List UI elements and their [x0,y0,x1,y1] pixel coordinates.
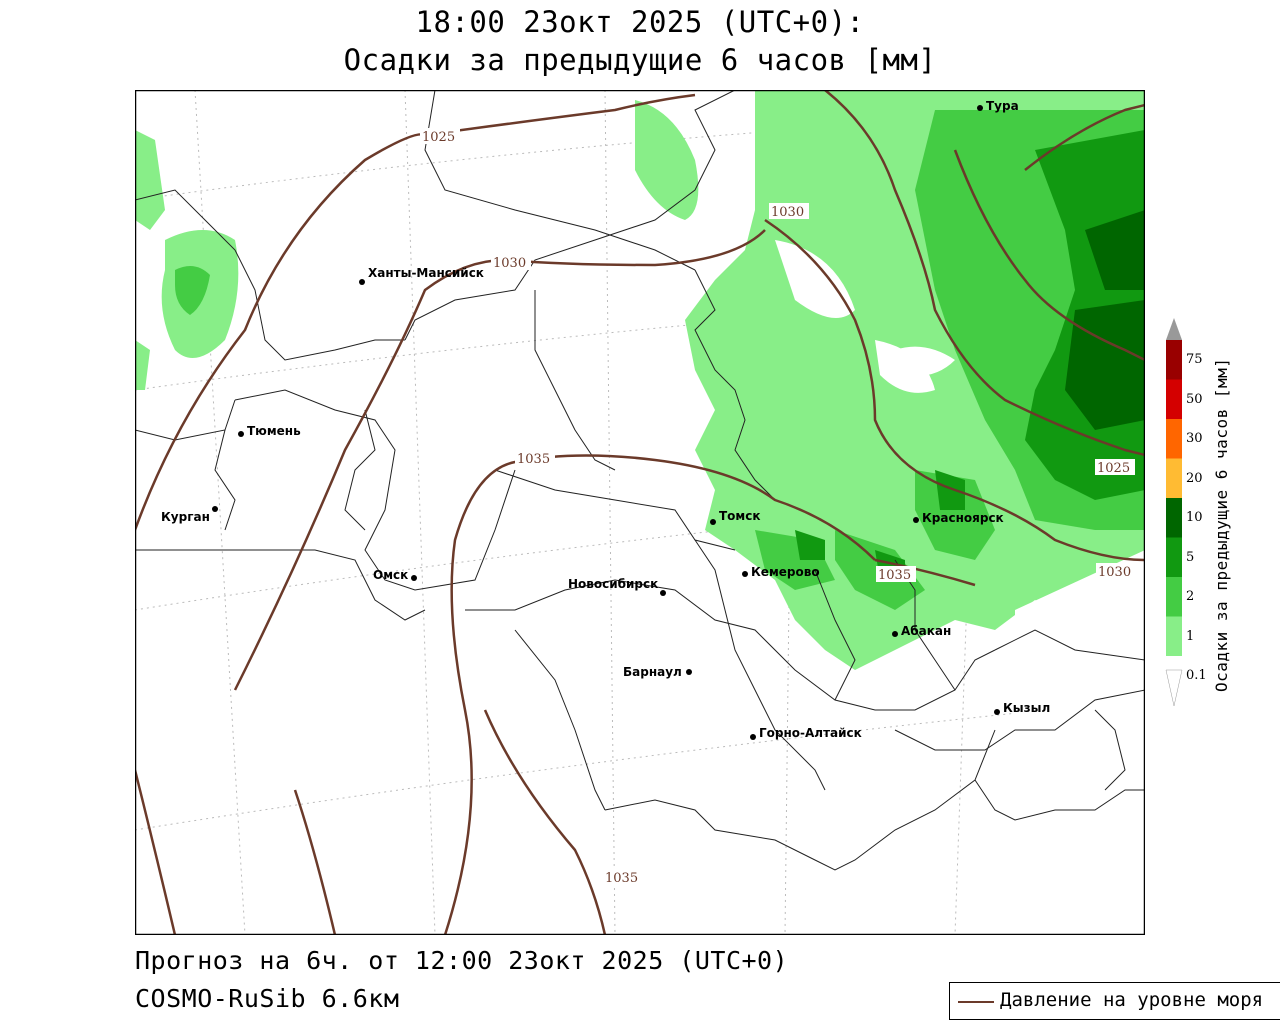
svg-text:Барнаул: Барнаул [623,665,682,679]
city-novosibirsk: Новосибирск [568,577,666,596]
map-title-line1: 18:00 23окт 2025 (UTC+0): [415,5,865,39]
scale-segment [1166,458,1182,498]
city-gorno-altaysk: Горно-Алтайск [750,726,862,740]
scale-bottom-arrow [1165,669,1183,707]
pressure-legend-label: Давление на уровне моря [1000,989,1264,1011]
scale-segment [1166,419,1182,459]
city-kemerovo: Кемерово [742,565,820,579]
city-krasnoyarsk: Красноярск [913,511,1004,525]
city-kyzyl: Кызыл [994,701,1050,715]
forecast-info: Прогноз на 6ч. от 12:00 23окт 2025 (UTC+… [135,946,789,975]
isobar-line-swatch [958,1001,994,1003]
city-khanty-mansiysk: Ханты-Мансийск [359,266,484,285]
scale-tick-label: 10 [1186,510,1203,525]
city-kurgan: Курган [161,506,218,524]
svg-text:Абакан: Абакан [901,624,951,638]
map-frame [135,90,1145,935]
isobar-label: 1035 [605,871,638,886]
scale-tick-label: 20 [1186,470,1203,486]
svg-text:Новосибирск: Новосибирск [568,577,658,591]
scale-tick-label: 5 [1186,549,1195,565]
cities: Тура Ханты-Мансийск Тюмень Курган Омск Н… [161,99,1050,740]
svg-text:Ханты-Мансийск: Ханты-Мансийск [368,266,484,280]
admin-borders [135,90,1145,871]
scale-tick-label: 30 [1186,431,1203,446]
scale-segment [1166,379,1182,419]
svg-text:Тура: Тура [986,99,1019,113]
svg-text:Тюмень: Тюмень [247,424,301,438]
isobar-label: 1030 [1098,565,1131,580]
isobar-label: 1030 [771,205,804,220]
isobar-label: 1025 [1097,461,1130,476]
isobar-label: 1025 [422,130,455,145]
city-tyumen: Тюмень [238,424,301,438]
scale-segment [1166,577,1182,617]
svg-text:Горно-Алтайск: Горно-Алтайск [759,726,862,740]
scale-segment [1166,340,1182,380]
scale-segment [1166,537,1182,577]
model-name: COSMO-RuSib 6.6км [135,984,400,1013]
isobar-label: 1030 [493,256,526,271]
scale-title: Осадки за предыдущие 6 часов [мм] [1212,357,1231,692]
svg-text:Томск: Томск [719,509,761,523]
precipitation-map: 1025 1030 1035 1025 1030 1035 1035 1030 … [135,90,1145,935]
city-abakan: Абакан [892,624,951,638]
svg-text:Курган: Курган [161,510,210,524]
scale-tick-label: 2 [1186,589,1195,604]
scale-tick-label: 75 [1186,352,1203,367]
precipitation-very-heavy [1065,210,1145,430]
scale-segment [1166,498,1182,538]
scale-tick-label: 1 [1186,628,1195,644]
scale-segment [1166,616,1182,656]
city-tomsk: Томск [710,509,761,525]
svg-text:Кемерово: Кемерово [751,565,820,579]
city-omsk: Омск [373,568,417,582]
city-tura: Тура [977,99,1019,113]
isobars [135,90,1145,935]
city-barnaul: Барнаул [623,665,692,679]
scale-top-arrow [1166,318,1182,340]
precip-color-scale [1165,318,1183,707]
svg-text:Красноярск: Красноярск [922,511,1004,525]
svg-text:Омск: Омск [373,568,408,582]
scale-tick-label: 50 [1186,391,1203,407]
pressure-legend: Давление на уровне моря [949,982,1280,1020]
svg-text:Кызыл: Кызыл [1003,701,1050,715]
map-title-line2: Осадки за предыдущие 6 часов [мм] [343,43,937,77]
scale-tick-label: 0.1 [1186,668,1207,683]
isobar-label: 1035 [517,452,550,467]
isobar-label: 1035 [878,568,911,583]
